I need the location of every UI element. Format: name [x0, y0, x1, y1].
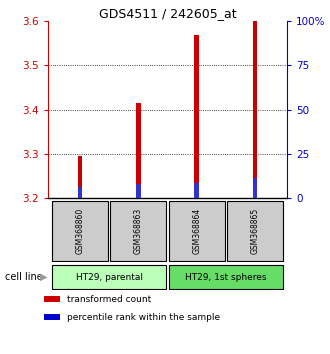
Text: GSM368860: GSM368860 [76, 208, 84, 254]
Text: cell line: cell line [5, 272, 43, 282]
Bar [253, 21, 257, 198]
Text: percentile rank within the sample: percentile rank within the sample [67, 313, 220, 322]
Bar [78, 156, 82, 198]
Bar [169, 265, 283, 289]
Bar [44, 296, 60, 302]
Bar [136, 184, 141, 198]
Bar [194, 35, 199, 198]
Text: GSM368864: GSM368864 [192, 208, 201, 254]
Text: HT29, 1st spheres: HT29, 1st spheres [185, 273, 267, 281]
Bar [169, 201, 225, 261]
Text: ▶: ▶ [40, 272, 47, 282]
Text: HT29, parental: HT29, parental [76, 273, 143, 281]
Bar [194, 183, 199, 198]
Bar [253, 178, 257, 198]
Bar [52, 201, 108, 261]
Text: GSM368865: GSM368865 [250, 208, 259, 254]
Text: GSM368863: GSM368863 [134, 208, 143, 254]
Bar [78, 187, 82, 198]
Text: transformed count: transformed count [67, 295, 151, 304]
Bar [227, 201, 283, 261]
Bar [136, 103, 141, 198]
Bar [52, 265, 166, 289]
Bar [110, 201, 166, 261]
Bar [44, 314, 60, 320]
Title: GDS4511 / 242605_at: GDS4511 / 242605_at [99, 7, 236, 20]
